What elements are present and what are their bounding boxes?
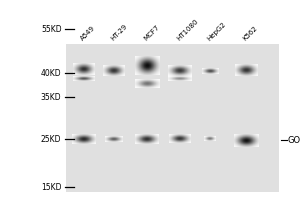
- Text: MCF7: MCF7: [143, 24, 160, 42]
- Text: HepG2: HepG2: [206, 21, 227, 42]
- Text: GOSR2: GOSR2: [288, 136, 300, 145]
- Text: 35KD: 35KD: [41, 92, 62, 102]
- Text: 25KD: 25KD: [41, 134, 61, 144]
- Text: HT1080: HT1080: [176, 18, 200, 42]
- Text: A549: A549: [80, 25, 97, 42]
- Text: K562: K562: [242, 25, 259, 42]
- Text: 55KD: 55KD: [41, 24, 62, 33]
- Text: 40KD: 40KD: [41, 68, 62, 77]
- Text: 15KD: 15KD: [41, 182, 61, 192]
- FancyBboxPatch shape: [66, 44, 279, 192]
- Text: HT-29: HT-29: [110, 23, 128, 42]
